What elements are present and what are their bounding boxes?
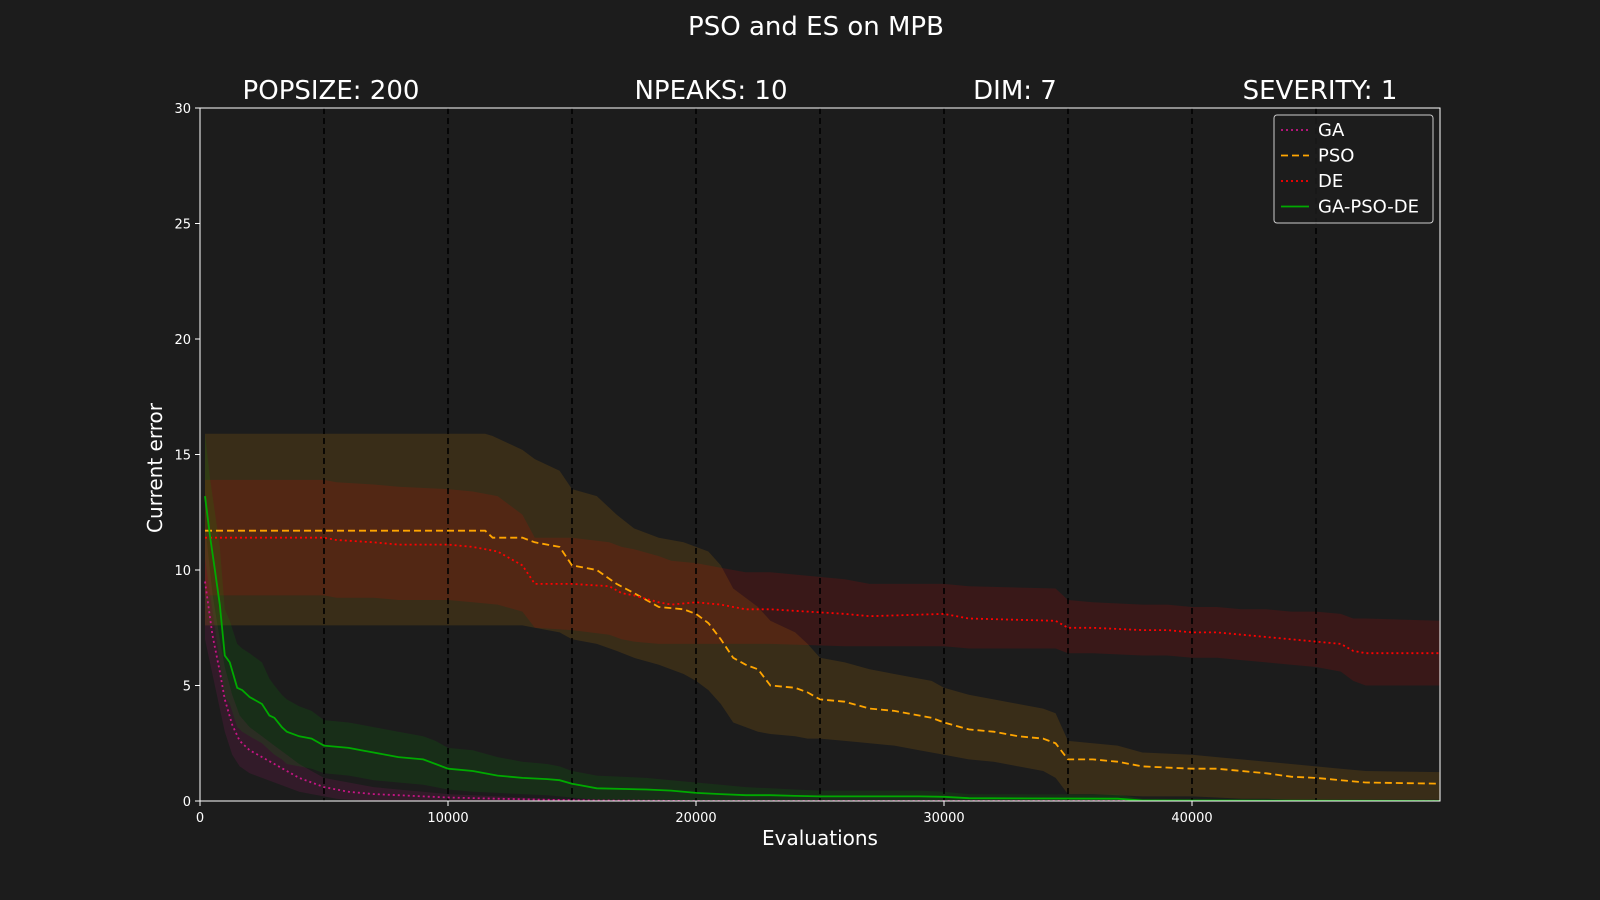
x-tick-label: 10000 xyxy=(427,811,468,826)
x-axis-label: Evaluations xyxy=(762,826,878,850)
band-pso xyxy=(205,433,1440,800)
legend-label-ga: GA xyxy=(1318,120,1345,141)
y-tick-label: 0 xyxy=(183,795,191,810)
legend-label-pso: PSO xyxy=(1318,146,1354,167)
series-line-de xyxy=(205,536,1440,655)
series-line-pso xyxy=(205,529,1440,785)
y-tick-label: 10 xyxy=(174,564,191,579)
band-de xyxy=(205,479,1440,686)
series-line-ga xyxy=(204,581,1440,801)
y-tick-label: 30 xyxy=(174,102,191,117)
legend-label-ga-pso-de: GA-PSO-DE xyxy=(1318,197,1419,218)
x-tick-label: 40000 xyxy=(1171,811,1212,826)
series-line-ga-pso-de xyxy=(204,495,1440,801)
y-tick-label: 25 xyxy=(174,218,191,233)
x-tick-label: 30000 xyxy=(923,811,964,826)
y-tick-label: 20 xyxy=(174,333,191,348)
subtitle-severity: SEVERITY: 1 xyxy=(1243,76,1398,106)
plot-content xyxy=(204,108,1440,801)
subtitle-row: POPSIZE: 200 NPEAKS: 10 DIM: 7 SEVERITY:… xyxy=(243,76,1398,106)
y-tick-label: 5 xyxy=(183,680,191,695)
legend: GA PSO DE GA-PSO-DE xyxy=(1273,114,1434,224)
subtitle-dim: DIM: 7 xyxy=(973,76,1057,106)
x-tick-label: 0 xyxy=(196,811,204,826)
subtitle-popsize: POPSIZE: 200 xyxy=(243,76,420,106)
chart-title: PSO and ES on MPB xyxy=(688,12,944,42)
plot-area: 0 10000 20000 30000 40000 0 5 10 15 20 25 30 xyxy=(174,102,1441,826)
y-tick-label: 15 xyxy=(174,449,191,464)
legend-label-de: DE xyxy=(1318,171,1343,192)
x-tick-label: 20000 xyxy=(675,811,716,826)
subtitle-npeaks: NPEAKS: 10 xyxy=(634,76,787,106)
band-ga-pso-de xyxy=(205,433,1440,801)
y-axis-label: Current error xyxy=(143,402,167,533)
legend-box xyxy=(1273,114,1434,224)
